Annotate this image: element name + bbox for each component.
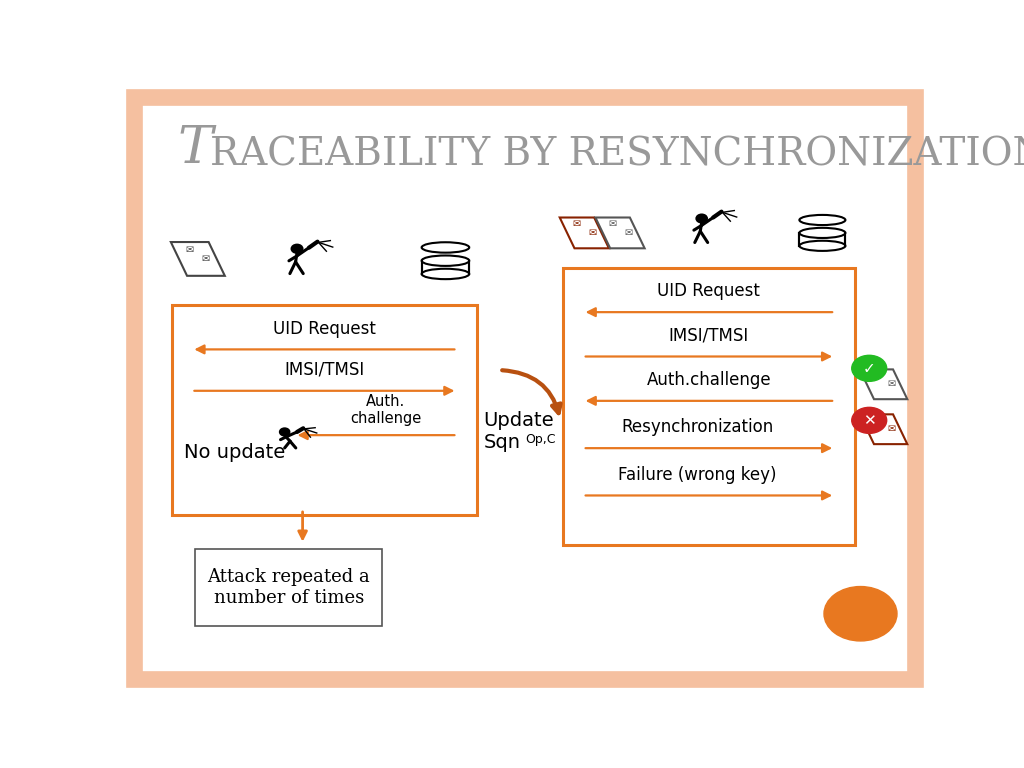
Text: ✓: ✓ (863, 361, 876, 376)
Polygon shape (171, 242, 225, 276)
Text: IMSI/TMSI: IMSI/TMSI (285, 361, 365, 379)
Text: ✉: ✉ (888, 379, 896, 389)
Circle shape (292, 245, 302, 253)
Text: Failure (wrong key): Failure (wrong key) (617, 465, 776, 484)
Ellipse shape (800, 240, 846, 251)
Text: ✉: ✉ (202, 254, 210, 264)
Text: ✉: ✉ (185, 245, 194, 255)
Circle shape (281, 429, 289, 435)
Text: ✉: ✉ (871, 370, 880, 380)
Text: Update
Sqn: Update Sqn (483, 411, 554, 452)
Ellipse shape (422, 269, 469, 279)
Polygon shape (595, 217, 645, 248)
Text: RACEABILITY BY RESYNCHRONIZATION: RACEABILITY BY RESYNCHRONIZATION (210, 137, 1024, 174)
Text: ✉: ✉ (572, 219, 581, 229)
Text: ✉: ✉ (888, 424, 896, 434)
Text: ✕: ✕ (863, 413, 876, 428)
Text: ✉: ✉ (608, 219, 616, 229)
Polygon shape (860, 369, 907, 399)
FancyBboxPatch shape (196, 548, 382, 626)
Ellipse shape (800, 215, 846, 225)
Polygon shape (860, 414, 907, 444)
Circle shape (852, 407, 887, 433)
Text: T: T (177, 123, 212, 174)
Text: UID Request: UID Request (273, 319, 376, 338)
Circle shape (824, 587, 897, 641)
Ellipse shape (422, 256, 469, 266)
Polygon shape (560, 217, 609, 248)
Text: ✉: ✉ (624, 228, 632, 238)
Text: Op,C: Op,C (524, 433, 555, 446)
Ellipse shape (800, 228, 846, 238)
Text: No update: No update (183, 442, 285, 462)
Text: Auth.
challenge: Auth. challenge (350, 394, 422, 426)
FancyBboxPatch shape (172, 305, 477, 515)
Bar (422, 260, 469, 274)
Circle shape (852, 356, 887, 382)
Text: IMSI/TMSI: IMSI/TMSI (669, 326, 749, 345)
Text: ✉: ✉ (588, 228, 596, 238)
Text: ✉: ✉ (871, 415, 880, 425)
FancyBboxPatch shape (563, 268, 855, 545)
Ellipse shape (422, 242, 469, 253)
Bar (800, 233, 846, 246)
Text: Auth.challenge: Auth.challenge (646, 371, 771, 389)
Circle shape (696, 215, 707, 222)
Text: Attack repeated a
number of times: Attack repeated a number of times (207, 568, 370, 607)
Text: UID Request: UID Request (657, 283, 761, 300)
Text: Resynchronization: Resynchronization (621, 419, 773, 436)
